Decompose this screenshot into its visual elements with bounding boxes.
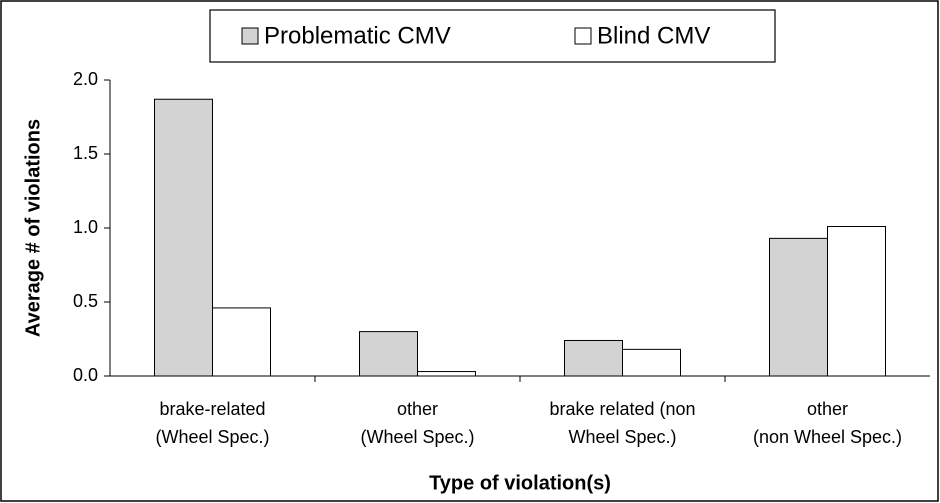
x-tick-label: brake related (non: [549, 399, 695, 419]
y-tick-label: 0.5: [73, 291, 98, 311]
legend-label: Blind CMV: [597, 22, 710, 49]
x-tick-label: other: [397, 399, 438, 419]
y-axis-title: Average # of violations: [22, 119, 44, 337]
bar: [212, 307, 271, 377]
x-tick-label: other: [807, 399, 848, 419]
legend-swatch: [241, 27, 259, 45]
bar: [154, 98, 213, 377]
x-tick-label: (Wheel Spec.): [155, 427, 269, 447]
bar: [827, 226, 886, 377]
bar: [564, 339, 623, 377]
x-axis-title: Type of violation(s): [429, 472, 611, 494]
y-tick-label: 2.0: [73, 69, 98, 89]
x-tick-label: (Wheel Spec.): [360, 427, 474, 447]
bar: [622, 348, 681, 377]
legend-label: Problematic CMV: [264, 22, 451, 49]
x-tick-label: Wheel Spec.): [568, 427, 676, 447]
x-tick-label: brake-related: [159, 399, 265, 419]
y-tick-label: 1.0: [73, 217, 98, 237]
bar: [769, 237, 828, 377]
x-tick-label: (non Wheel Spec.): [753, 427, 902, 447]
legend-swatch: [574, 27, 592, 45]
bar: [359, 331, 418, 377]
bar: [417, 371, 476, 377]
y-tick-label: 1.5: [73, 143, 98, 163]
legend-box: [209, 9, 776, 63]
y-tick-label: 0.0: [73, 365, 98, 385]
